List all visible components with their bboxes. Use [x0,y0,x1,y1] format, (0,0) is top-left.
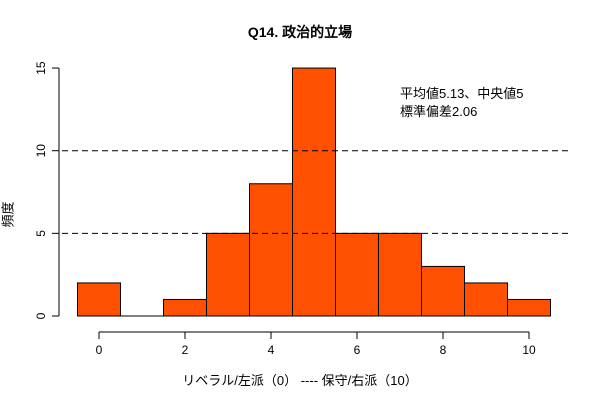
statistics-annotation: 平均値5.13、中央値5 標準偏差2.06 [400,85,524,121]
y-axis: 0 5 10 15 [34,61,60,319]
x-tick-label: 6 [354,343,361,357]
reference-lines [62,150,570,234]
histogram-bar [206,232,250,317]
y-tick-label: 0 [34,312,48,319]
histogram-bar [292,67,336,317]
x-tick-label: 0 [96,343,103,357]
y-axis-label: 頻度 [0,201,16,228]
histogram-bars [77,67,551,317]
x-axis: 0 2 4 6 8 10 [96,331,536,357]
histogram-bar [163,298,207,317]
x-tick-label: 2 [182,343,189,357]
histogram-bar [421,265,465,317]
histogram-bar [249,183,293,317]
histogram-bar [464,282,508,317]
y-tick-label: 15 [34,61,48,75]
x-tick-label: 10 [522,343,536,357]
std-dev-text: 標準偏差2.06 [400,104,478,119]
histogram-bar [507,298,551,317]
x-tick-label: 4 [268,343,275,357]
mean-median-text: 平均値5.13、中央値5 [400,86,524,101]
y-tick-label: 10 [34,144,48,158]
histogram-bar [335,232,379,317]
chart-title: Q14. 政治的立場 [247,24,353,40]
histogram-bar [77,282,121,317]
y-tick-label: 5 [34,230,48,237]
histogram-bar [378,232,422,317]
x-tick-label: 8 [440,343,447,357]
x-axis-label: リベラル/左派（0） ---- 保守/右派（10） [182,373,418,388]
